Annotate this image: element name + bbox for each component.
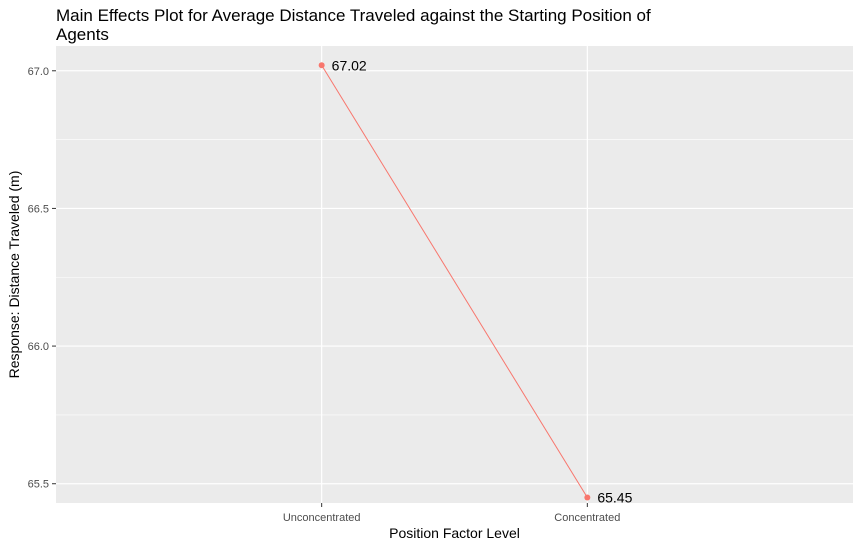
data-point xyxy=(584,494,591,501)
chart-title: Main Effects Plot for Average Distance T… xyxy=(56,6,651,44)
grid-major xyxy=(56,46,853,503)
x-tick-label: Concentrated xyxy=(554,512,620,524)
y-tick-label: 66.5 xyxy=(28,203,49,215)
x-tick-label: Unconcentrated xyxy=(283,512,361,524)
data-label: 67.02 xyxy=(332,57,367,73)
y-tick-label: 65.5 xyxy=(28,479,49,491)
data-label: 65.45 xyxy=(597,489,632,505)
x-axis-label: Position Factor Level xyxy=(389,525,520,541)
axis-ticks: 65.5 66.0 66.5 67.0 Unconcentrated Concentrat… xyxy=(28,66,621,524)
series-layer: 67.02 65.45 xyxy=(318,57,633,505)
y-tick-label: 66.0 xyxy=(28,341,49,353)
y-axis-label: Response: Distance Traveled (m) xyxy=(6,171,22,379)
data-point xyxy=(318,62,325,69)
series-line xyxy=(321,65,588,498)
grid-minor xyxy=(56,139,853,416)
plot-panel xyxy=(56,46,853,503)
y-tick-label: 67.0 xyxy=(28,66,49,78)
